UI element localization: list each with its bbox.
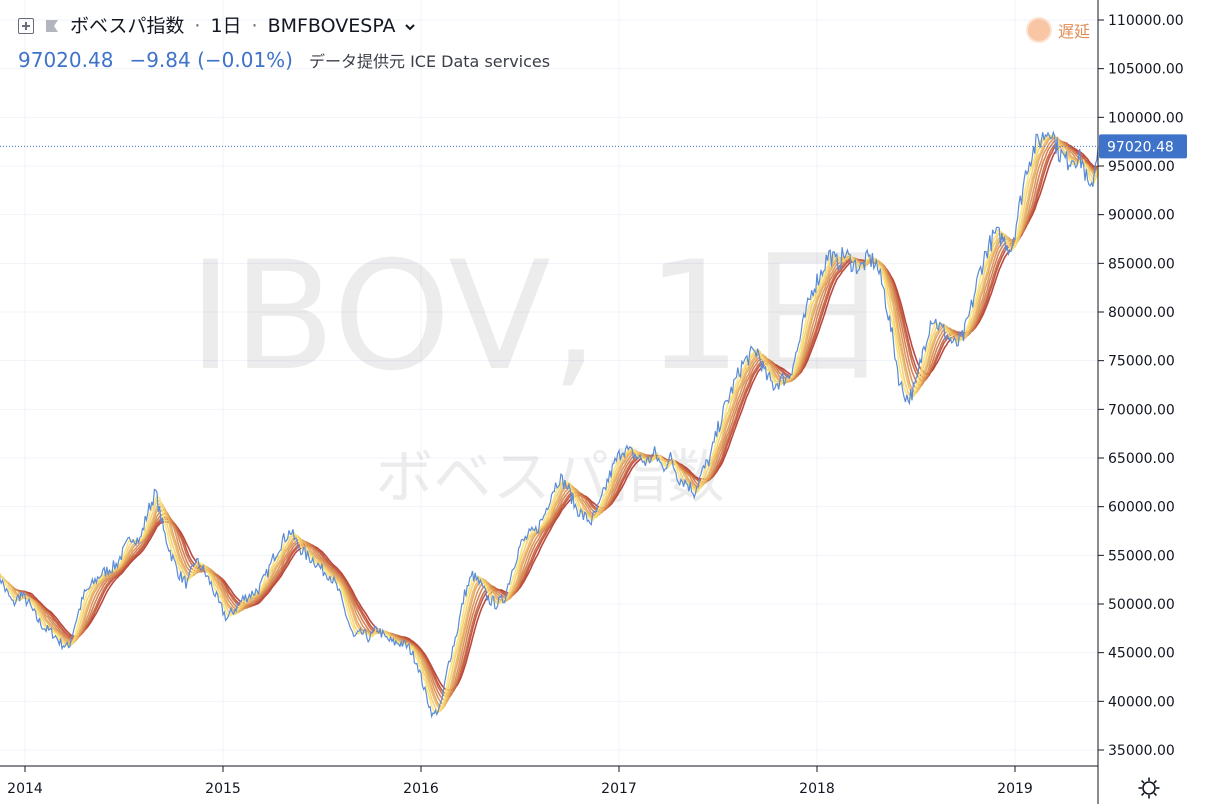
price-axis-label: 75000.00 <box>1108 354 1175 370</box>
ma-ribbon-line <box>0 137 1099 705</box>
ma-ribbon-line <box>0 138 1099 702</box>
price-axis-label: 90000.00 <box>1108 208 1175 224</box>
flag-icon[interactable] <box>44 18 60 34</box>
last-price-tag-bg <box>1099 134 1187 159</box>
price-series-line <box>0 130 1099 719</box>
gear-icon[interactable] <box>1137 776 1161 800</box>
watermark-sub: ボベスパ指数 <box>375 443 724 511</box>
last-price-value: 97020.48 <box>18 48 114 72</box>
ma-ribbon-line <box>0 135 1099 711</box>
plus-icon[interactable] <box>18 18 34 34</box>
chevron-down-icon[interactable] <box>404 14 416 38</box>
chart-grid <box>0 0 1098 766</box>
legend-title-row: ボベスパ指数 · 1日 · BMFBOVESPA <box>18 14 550 38</box>
legend: ボベスパ指数 · 1日 · BMFBOVESPA 97020.48 −9.84 … <box>18 14 550 74</box>
ma-ribbon-line <box>0 136 1099 709</box>
exchange-ticker[interactable]: BMFBOVESPA <box>267 15 396 37</box>
delay-badge[interactable]: 遅延 <box>1027 18 1090 42</box>
time-axis[interactable]: 2014 2015 2016 2017 2018 2019 <box>0 765 1098 797</box>
data-provider-label: データ提供元 ICE Data services <box>308 52 551 71</box>
separator: · <box>251 15 258 37</box>
time-axis-label: 2014 <box>7 781 43 797</box>
price-change-value: −9.84 (−0.01%) <box>129 48 293 72</box>
price-axis-label: 35000.00 <box>1108 743 1175 759</box>
price-axis-label: 95000.00 <box>1108 159 1175 175</box>
last-price-tag: 97020.48 <box>1099 134 1187 159</box>
price-axis-label: 100000.00 <box>1108 110 1184 126</box>
ma-ribbon-line <box>0 143 1099 692</box>
price-axis-label: 65000.00 <box>1108 451 1175 467</box>
price-axis-label: 50000.00 <box>1108 597 1175 613</box>
price-axis-label: 55000.00 <box>1108 548 1175 564</box>
price-axis-label: 45000.00 <box>1108 646 1175 662</box>
time-axis-label: 2017 <box>601 781 637 797</box>
price-axis-label: 110000.00 <box>1108 13 1184 29</box>
time-axis-label: 2015 <box>205 781 241 797</box>
price-axis-label: 80000.00 <box>1108 305 1175 321</box>
price-axis-label: 40000.00 <box>1108 694 1175 710</box>
price-axis[interactable]: 35000.00 40000.00 45000.00 50000.00 55000.00… <box>1097 0 1184 804</box>
ma-ribbon <box>0 134 1099 715</box>
ma-ribbon-line <box>0 134 1099 715</box>
delay-dot-icon <box>1027 19 1050 41</box>
time-axis-label: 2016 <box>403 781 439 797</box>
ma-ribbon-line <box>0 140 1099 698</box>
time-axis-label: 2019 <box>997 781 1033 797</box>
interval-label[interactable]: 1日 <box>210 15 242 37</box>
ma-ribbon-line <box>0 141 1099 695</box>
separator: · <box>194 15 201 37</box>
last-price-tag-text: 97020.48 <box>1107 139 1174 155</box>
delay-label: 遅延 <box>1057 22 1090 41</box>
symbol-name[interactable]: ボベスパ指数 <box>70 15 185 37</box>
legend-values-row: 97020.48 −9.84 (−0.01%) データ提供元 ICE Data … <box>18 48 550 74</box>
ma-ribbon-line <box>0 134 1099 713</box>
price-axis-label: 60000.00 <box>1108 500 1175 516</box>
price-axis-label: 105000.00 <box>1108 62 1184 78</box>
time-axis-label: 2018 <box>799 781 835 797</box>
price-axis-label: 70000.00 <box>1108 402 1175 418</box>
price-axis-label: 85000.00 <box>1108 256 1175 272</box>
